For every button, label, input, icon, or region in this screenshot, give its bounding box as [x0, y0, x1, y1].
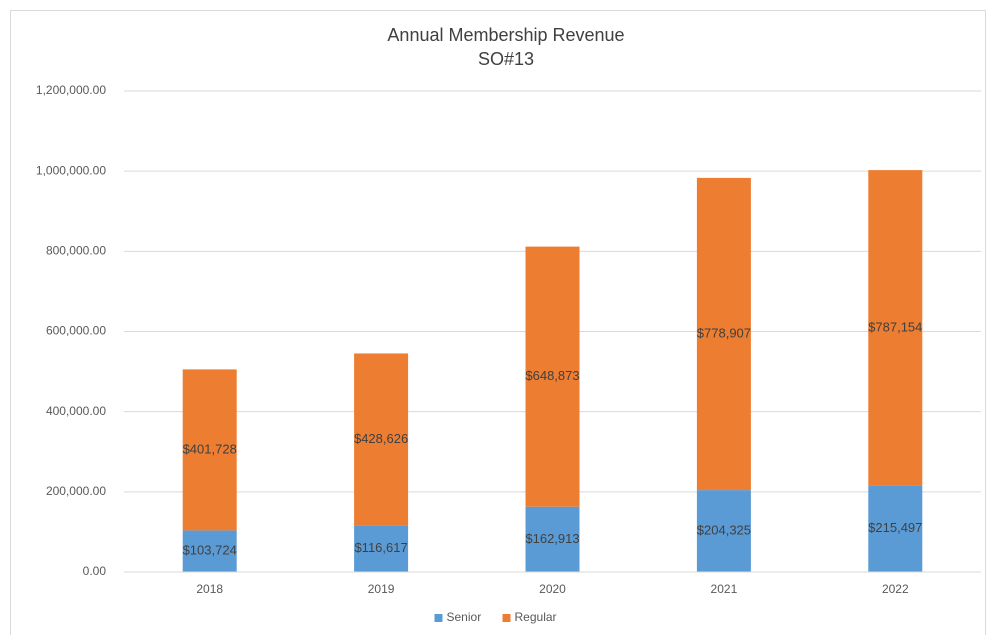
- bar-segment: [182, 530, 237, 572]
- x-tick-label: 2022: [882, 582, 909, 596]
- data-label: $204,325: [697, 522, 751, 537]
- bar-segment: [696, 490, 751, 572]
- y-tick-label: 800,000.00: [46, 244, 106, 258]
- data-label: $162,913: [525, 531, 579, 546]
- bar-segment: [182, 369, 237, 531]
- bar-segment: [868, 485, 923, 572]
- data-label: $215,497: [868, 520, 922, 535]
- data-label: $787,154: [868, 319, 922, 334]
- data-label: $778,907: [697, 325, 751, 340]
- chart-border: [10, 10, 986, 635]
- data-label: $116,617: [354, 540, 407, 555]
- bar-segment: [696, 177, 751, 491]
- data-label: $648,873: [525, 368, 579, 383]
- legend-label: Senior: [447, 610, 482, 624]
- x-tick-label: 2018: [196, 582, 223, 596]
- chart-title: Annual Membership Revenue: [387, 25, 624, 45]
- bar-segment: [354, 525, 409, 572]
- bar-segment: [525, 506, 580, 572]
- x-tick-label: 2021: [711, 582, 738, 596]
- x-tick-label: 2020: [539, 582, 566, 596]
- x-tick-label: 2019: [368, 582, 395, 596]
- bar-segment: [525, 246, 580, 507]
- legend-label: Regular: [515, 610, 557, 624]
- y-tick-label: 400,000.00: [46, 404, 106, 418]
- chart-subtitle: SO#13: [478, 49, 534, 69]
- y-tick-label: 1,000,000.00: [36, 163, 106, 177]
- y-tick-label: 1,200,000.00: [36, 83, 106, 97]
- bar-segment: [868, 170, 923, 486]
- legend-swatch: [502, 614, 511, 622]
- data-label: $401,728: [183, 441, 237, 456]
- legend-swatch: [434, 614, 443, 622]
- y-tick-label: 600,000.00: [46, 324, 106, 338]
- data-label: $103,724: [183, 543, 237, 558]
- data-label: $428,626: [354, 431, 408, 446]
- y-tick-label: 0.00: [83, 564, 107, 578]
- bar-segment: [354, 353, 409, 526]
- y-tick-label: 200,000.00: [46, 484, 106, 498]
